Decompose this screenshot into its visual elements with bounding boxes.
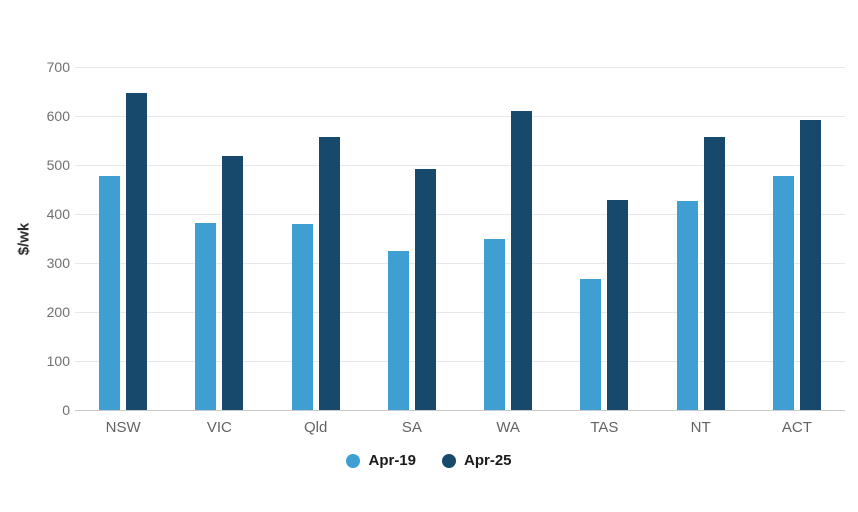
bar-tas-apr-19[interactable] bbox=[580, 278, 602, 410]
bar-wa-apr-25[interactable] bbox=[511, 110, 533, 410]
gridlines bbox=[75, 67, 845, 410]
legend-item-apr-25[interactable]: Apr-25 bbox=[442, 452, 512, 469]
bar-group-act bbox=[749, 67, 845, 410]
x-axis-label-nsw: NSW bbox=[105, 419, 141, 436]
x-axis-label-qld: Qld bbox=[303, 419, 328, 436]
bar-group-nt bbox=[653, 67, 749, 410]
bar-group-tas bbox=[556, 67, 652, 410]
bar-nsw-apr-19[interactable] bbox=[99, 175, 121, 410]
gridline-400 bbox=[75, 214, 845, 215]
bar-sa-apr-19[interactable] bbox=[387, 251, 409, 410]
bar-nsw-apr-25[interactable] bbox=[126, 92, 148, 410]
x-axis-label-nt: NT bbox=[690, 419, 711, 436]
y-tick-label-0: 0 bbox=[62, 402, 70, 418]
legend: Apr-19 Apr-25 bbox=[0, 452, 858, 469]
gridline-100 bbox=[75, 361, 845, 362]
bar-group-sa bbox=[364, 67, 460, 410]
plot-area bbox=[75, 67, 845, 411]
legend-item-apr-19[interactable]: Apr-19 bbox=[346, 452, 416, 469]
bar-qld-apr-19[interactable] bbox=[291, 223, 313, 410]
gridline-500 bbox=[75, 165, 845, 166]
x-axis-label-sa: SA bbox=[401, 419, 422, 436]
bar-nt-apr-19[interactable] bbox=[676, 200, 698, 410]
bar-wa-apr-19[interactable] bbox=[484, 239, 506, 410]
gridline-300 bbox=[75, 263, 845, 264]
x-axis-labels: NSW VIC Qld SA WA TAS NT ACT bbox=[75, 419, 845, 436]
bar-act-apr-19[interactable] bbox=[772, 175, 794, 410]
bar-act-apr-25[interactable] bbox=[799, 119, 821, 410]
bar-tas-apr-25[interactable] bbox=[607, 200, 629, 410]
bar-nt-apr-25[interactable] bbox=[703, 136, 725, 410]
bar-vic-apr-19[interactable] bbox=[195, 222, 217, 410]
bar-group-qld bbox=[268, 67, 364, 410]
y-tick-label-600: 600 bbox=[46, 108, 70, 124]
gridline-200 bbox=[75, 312, 845, 313]
legend-marker-icon-apr-25 bbox=[442, 453, 456, 468]
gridline-700 bbox=[75, 67, 845, 68]
bar-group-nsw bbox=[75, 67, 171, 410]
bar-sa-apr-25[interactable] bbox=[414, 168, 436, 410]
x-axis-label-wa: WA bbox=[496, 419, 520, 436]
x-axis-label-vic: VIC bbox=[206, 419, 232, 436]
bar-vic-apr-25[interactable] bbox=[222, 156, 244, 410]
bar-group-wa bbox=[460, 67, 556, 410]
gridline-600 bbox=[75, 116, 845, 117]
legend-marker-icon-apr-19 bbox=[346, 453, 361, 468]
y-tick-label-400: 400 bbox=[46, 206, 70, 222]
y-tick-label-700: 700 bbox=[46, 59, 70, 75]
y-axis-ticks: 0 100 200 300 400 500 600 700 bbox=[28, 60, 70, 417]
bar-group-vic bbox=[171, 67, 267, 410]
y-tick-label-100: 100 bbox=[46, 353, 70, 369]
y-tick-label-200: 200 bbox=[46, 304, 70, 320]
legend-label-apr-19: Apr-19 bbox=[368, 452, 416, 469]
legend-label-apr-25: Apr-25 bbox=[464, 452, 512, 469]
x-axis-label-tas: TAS bbox=[590, 419, 619, 436]
x-axis-label-act: ACT bbox=[781, 419, 812, 436]
bar-qld-apr-25[interactable] bbox=[318, 136, 340, 410]
bar-groups bbox=[75, 67, 845, 410]
y-tick-label-300: 300 bbox=[46, 255, 70, 271]
y-tick-label-500: 500 bbox=[46, 157, 70, 173]
